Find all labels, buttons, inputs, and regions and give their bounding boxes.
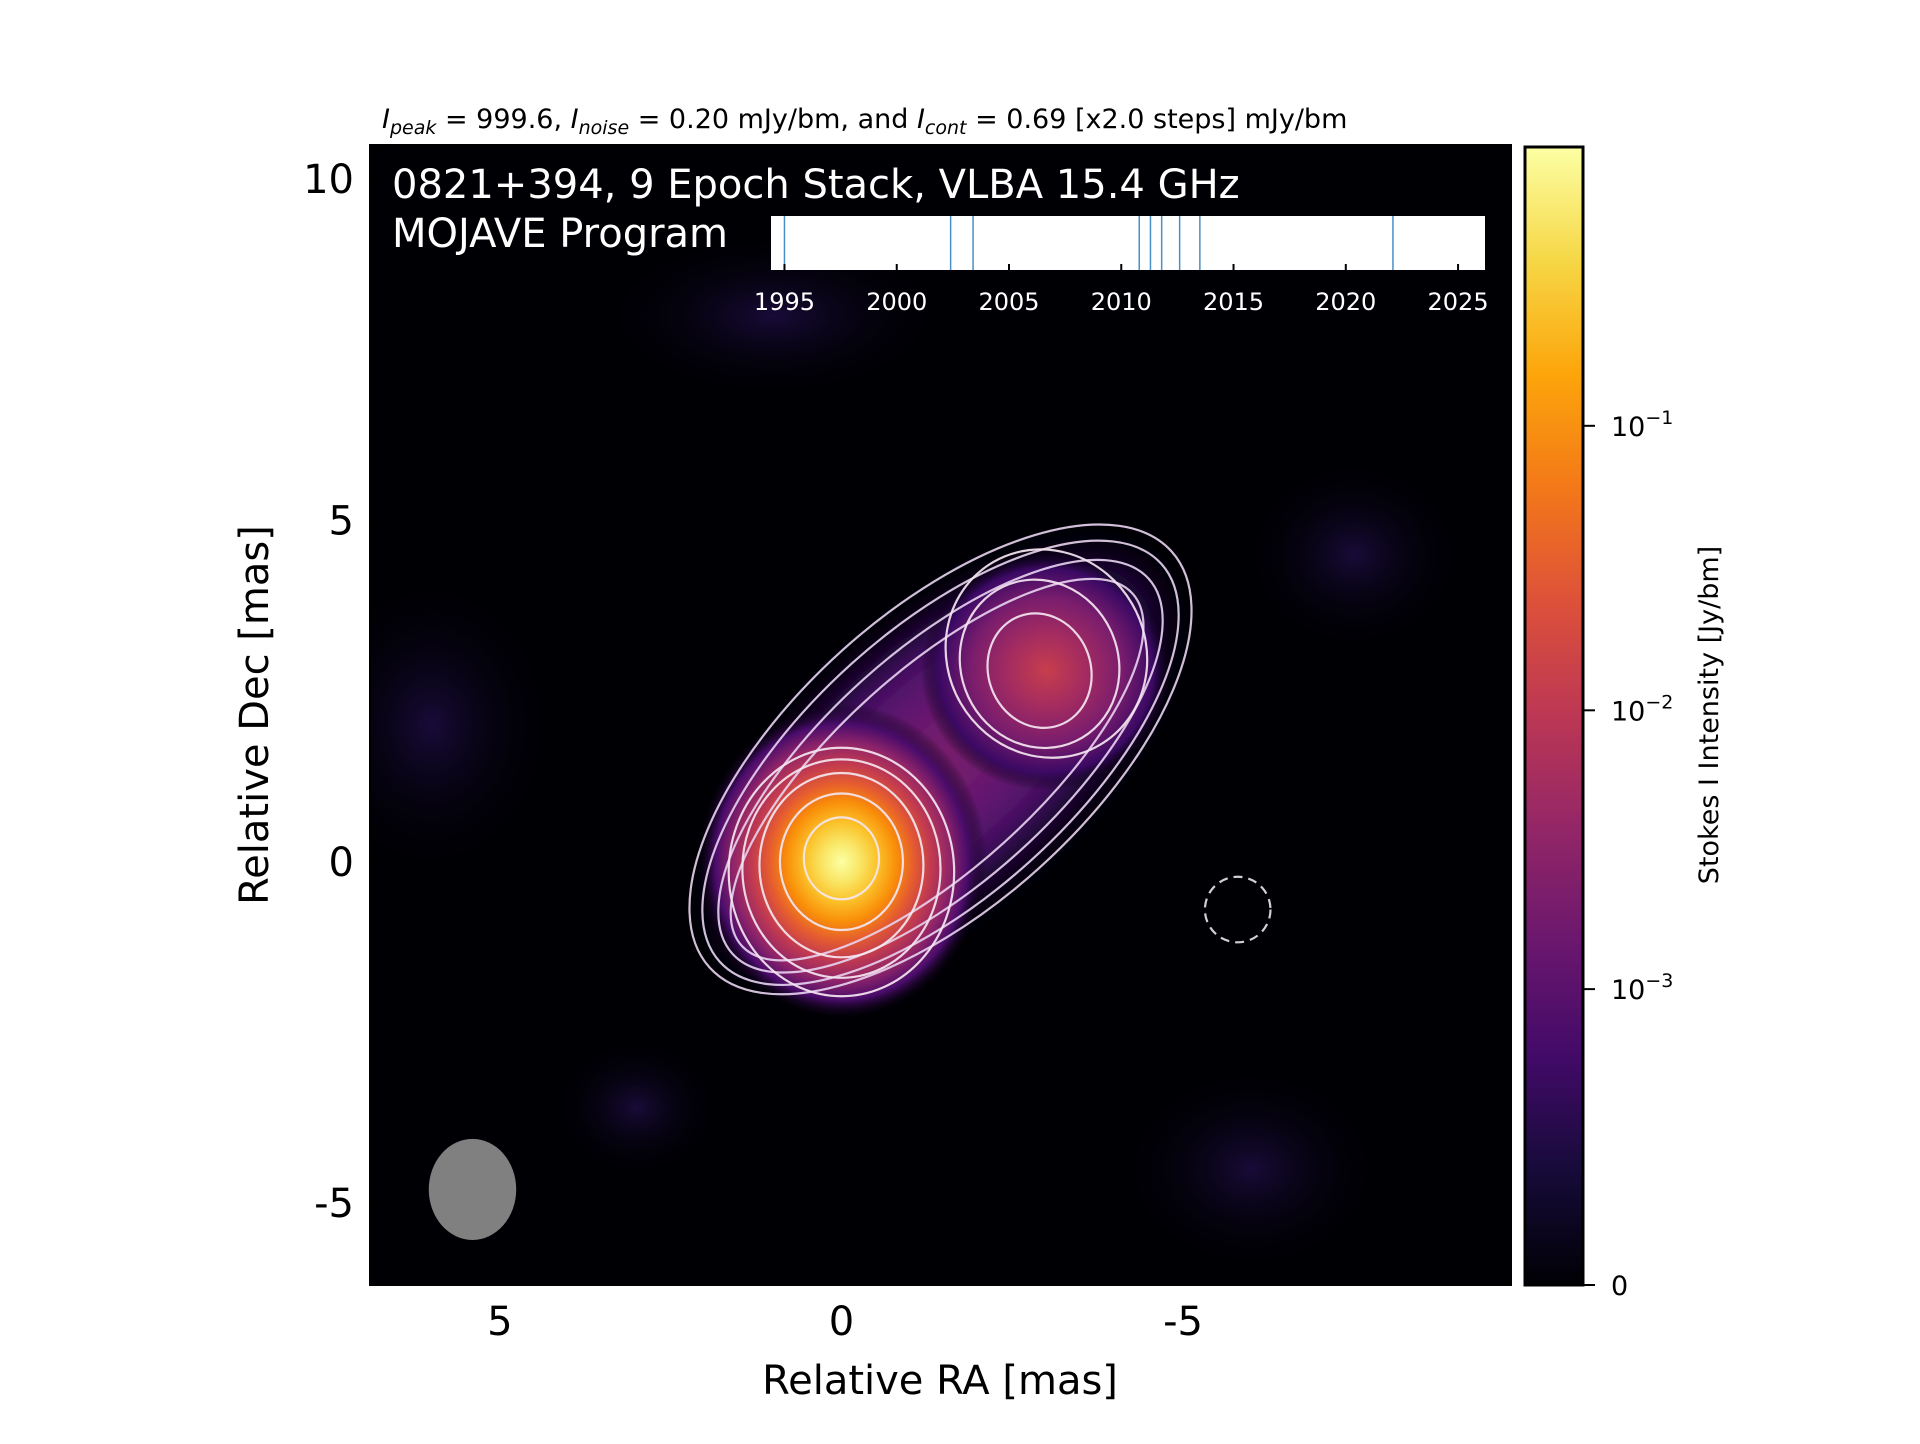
faint-blob (1244, 459, 1464, 651)
x-axis-label: Relative RA [mas] (762, 1358, 1118, 1404)
contour-envelope (701, 539, 1180, 986)
colorbar-tick-exponent: −3 (1645, 970, 1673, 992)
timeline-tick-label: 1995 (754, 288, 815, 316)
colorbar-tick-exponent: −2 (1645, 691, 1673, 713)
colorbar-tick-base: 10 (1611, 412, 1645, 443)
colorbar-tick-label: 10−2 (1611, 691, 1673, 727)
contour-envelope (729, 577, 1145, 962)
y-tick-label: 10 (303, 157, 354, 203)
colorbar-tick-exponent: −1 (1645, 407, 1673, 429)
timeline-ticks: 1995 2000 2005 2010 2015 2020 2025 (754, 264, 1489, 316)
colorbar-tick-base: 0 (1611, 1271, 1628, 1302)
contour-level (986, 612, 1093, 730)
cont-symbol: I (917, 104, 925, 135)
header-caption: Ipeak = 999.6, Inoise = 0.20 mJy/bm, and… (382, 104, 1347, 139)
colorbar-tick-label: 10−3 (1611, 970, 1673, 1006)
noise-symbol: I (571, 104, 579, 135)
x-tick-label: 0 (829, 1299, 854, 1345)
x-tick-label: 5 (487, 1299, 512, 1345)
contour-level (758, 771, 925, 959)
y-axis-ticks: 10 5 0 -5 (303, 157, 382, 1227)
faint-blob (602, 233, 944, 398)
contour-layer (688, 523, 1272, 998)
y-tick-label: 0 (329, 840, 354, 886)
noise-text: = 0.20 mJy/bm, and (629, 104, 917, 135)
colorbar-tick-label: 0 (1611, 1271, 1628, 1302)
y-tick-label: 5 (329, 498, 354, 544)
contour-level (944, 548, 1149, 759)
contour-level (778, 792, 905, 932)
colorbar-label: Stokes I Intensity [Jy/bm] (1694, 546, 1725, 884)
cont-subscript: cont (925, 117, 968, 139)
colorbar-ticks: 10−310−210−10 (1583, 407, 1673, 1302)
colorbar (1525, 147, 1583, 1285)
timeline-tick-label: 2010 (1091, 288, 1152, 316)
peak-subscript: peak (389, 117, 437, 139)
epoch-timeline: 1995 2000 2005 2010 2015 2020 2025 (754, 216, 1489, 316)
timeline-tick-label: 2015 (1203, 288, 1264, 316)
plot-title-line1: 0821+394, 9 Epoch Stack, VLBA 15.4 GHz (392, 162, 1240, 208)
contour-level (727, 746, 956, 998)
timeline-tick-label: 2000 (866, 288, 927, 316)
timeline-epochs (783, 216, 1394, 270)
colorbar-frame (1523, 145, 1585, 1287)
x-axis-ticks: 5 0 -5 (487, 1273, 1203, 1345)
plot-title-line2: MOJAVE Program (392, 211, 728, 257)
timeline-tick-label: 2025 (1428, 288, 1489, 316)
y-axis-label: Relative Dec [mas] (232, 525, 278, 905)
negative-contour (1203, 875, 1272, 944)
colorbar-tick-base: 10 (1611, 696, 1645, 727)
colorbar-tick-base: 10 (1611, 975, 1645, 1006)
contour-level (802, 816, 881, 901)
peak-text: = 999.6, (436, 104, 570, 135)
y-tick-label: -5 (314, 1181, 354, 1227)
noise-subscript: noise (579, 117, 630, 139)
image-content (370, 233, 1464, 1272)
contour-level (741, 758, 942, 979)
cont-text: = 0.69 [x2.0 steps] mJy/bm (966, 104, 1347, 135)
image-frame (369, 144, 1512, 1286)
contour-envelope (717, 558, 1164, 974)
peak-symbol: I (382, 104, 390, 135)
core-emission (696, 703, 987, 1021)
faint-emission (370, 233, 1464, 1272)
x-tick-label: -5 (1163, 1299, 1203, 1345)
timeline-tick-label: 2005 (978, 288, 1039, 316)
colorbar-tick-label: 10−1 (1611, 407, 1673, 443)
faint-blob (554, 1039, 719, 1176)
faint-blob (370, 575, 555, 876)
contour-level (958, 578, 1121, 750)
contour-envelope (688, 523, 1193, 996)
timeline-tick-label: 2020 (1315, 288, 1376, 316)
faint-blob (1121, 1066, 1382, 1272)
timeline-box (771, 216, 1485, 270)
beam-ellipse (428, 1138, 517, 1240)
